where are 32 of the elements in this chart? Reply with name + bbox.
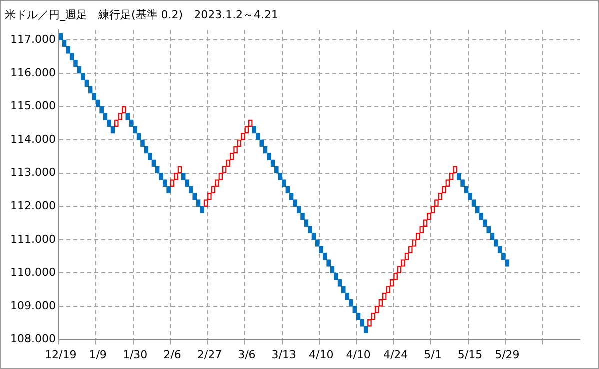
bar (364, 326, 368, 334)
bar (326, 260, 331, 267)
y-tick-label: 108.000 (10, 332, 56, 346)
bar (505, 260, 510, 267)
y-tick-label: 113.000 (10, 166, 56, 180)
x-tick-label: 2/6 (164, 348, 182, 362)
bar (456, 173, 462, 180)
y-tick-label: 116.000 (10, 66, 56, 80)
y-tick-label: 110.000 (10, 266, 56, 280)
y-tick-label: 109.000 (10, 299, 56, 312)
bar (103, 113, 108, 120)
x-tick-label: 1/9 (89, 348, 107, 362)
chart-title: 米ドル／円_週足 練行足(基準 0.2) 2023.1.2～4.21 (5, 8, 279, 22)
bar (494, 240, 498, 247)
x-tick-label: 2/27 (197, 348, 222, 362)
bar (136, 133, 142, 140)
x-tick-label: 4/10 (346, 348, 371, 362)
y-tick-label: 115.000 (10, 100, 56, 113)
x-tick-label: 3/6 (238, 348, 256, 362)
x-tick-label: 5/15 (458, 348, 483, 362)
y-tick-label: 117.000 (10, 33, 56, 46)
y-tick-label: 114.000 (10, 132, 56, 146)
x-tick-label: 3/13 (272, 348, 296, 362)
x-tick-label: 5/1 (424, 348, 442, 362)
y-tick-label: 111.000 (10, 232, 56, 246)
x-tick-label: 4/24 (383, 348, 408, 362)
x-tick-label: 5/29 (495, 348, 520, 362)
bar (181, 173, 186, 180)
x-tick-label: 12/19 (45, 348, 77, 362)
x-tick-label: 1/30 (122, 348, 148, 362)
x-tick-label: 4/10 (309, 348, 334, 362)
y-tick-label: 112.000 (10, 200, 56, 212)
